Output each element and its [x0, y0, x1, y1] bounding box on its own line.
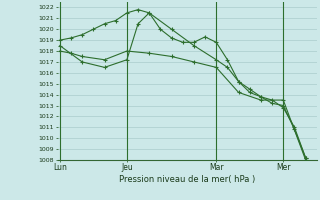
- X-axis label: Pression niveau de la mer( hPa ): Pression niveau de la mer( hPa ): [119, 175, 255, 184]
